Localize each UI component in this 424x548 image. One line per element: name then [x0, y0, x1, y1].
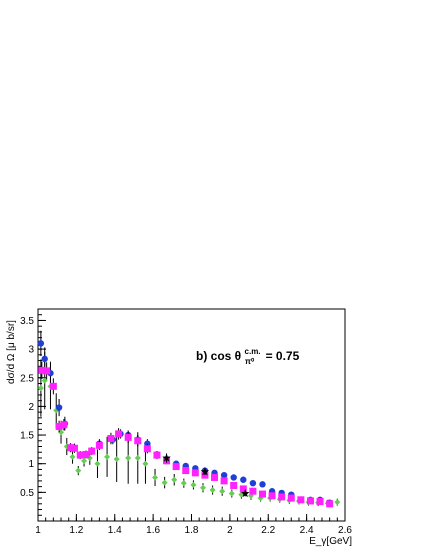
- y-tick-label: 2.5: [20, 373, 34, 384]
- data-point: [306, 497, 314, 505]
- y-tick-label: 0.5: [20, 488, 34, 499]
- data-point: [209, 487, 216, 494]
- data-point: [60, 421, 68, 429]
- data-point: [180, 480, 187, 487]
- data-point: [41, 355, 48, 363]
- data-point: [228, 490, 235, 497]
- data-point: [182, 467, 190, 475]
- data-point: [249, 479, 257, 487]
- data-point: [278, 493, 286, 501]
- data-point: [37, 340, 45, 347]
- data-point: [316, 498, 324, 506]
- data-point: [268, 492, 276, 500]
- annotation-suffix: = 0.75: [266, 349, 300, 363]
- data-point: [230, 474, 237, 481]
- series-group: [162, 453, 250, 498]
- data-point: [104, 453, 111, 460]
- data-point: [70, 444, 78, 452]
- x-tick-label: 2: [227, 525, 233, 536]
- data-point: [171, 476, 178, 483]
- axes: 1 1.2 1.4 1.6 1.8 2 2.2 2.4 2.6 0.5 1 1.5 2 2.5 3 3.5: [20, 308, 352, 536]
- data-point: [67, 444, 75, 452]
- annotation-prefix: b) cos θ: [196, 349, 241, 363]
- data-point: [95, 441, 103, 449]
- data-point: [258, 490, 266, 498]
- data-point: [49, 382, 57, 390]
- y-tick-label: 1: [28, 459, 34, 470]
- data-point: [153, 451, 161, 459]
- data-point: [76, 451, 84, 459]
- x-tick-label: 2.6: [338, 525, 352, 536]
- annotation-superscript: c.m.: [245, 347, 261, 356]
- data-point: [326, 500, 334, 508]
- x-tick-label: 1.8: [185, 525, 199, 536]
- x-tick-label: 1.6: [146, 525, 160, 536]
- data-point: [55, 404, 63, 411]
- y-tick-label: 2: [28, 402, 34, 413]
- data-point: [124, 433, 132, 441]
- data-point: [191, 469, 199, 477]
- x-tick-label: 2.2: [261, 525, 275, 536]
- annotation-subscript: π⁰: [245, 357, 255, 366]
- data-point: [161, 479, 168, 486]
- svg-text:b) cos θ c.m. π⁰: b) cos θ c.m. π⁰ = 0.75: [196, 343, 300, 367]
- data-point: [115, 430, 123, 438]
- data-point: [143, 445, 151, 453]
- data-point: [240, 489, 250, 498]
- x-tick-label: 1.2: [69, 525, 83, 536]
- y-tick-label: 3: [28, 345, 34, 356]
- data-point: [94, 460, 101, 467]
- x-tick-label: 1: [35, 525, 41, 536]
- data-point: [43, 367, 51, 375]
- data-point: [334, 499, 341, 506]
- data-point: [55, 422, 63, 430]
- data-point: [152, 474, 159, 481]
- data-point: [249, 487, 257, 495]
- data-point: [144, 440, 151, 447]
- data-point: [200, 467, 210, 476]
- x-axis-title: E_γ[GeV]: [309, 536, 352, 547]
- y-tick-label: 3.5: [20, 316, 34, 327]
- annotation: b) cos θ c.m. π⁰ = 0.75: [196, 343, 300, 367]
- plot-frame: [37, 308, 346, 522]
- data-point: [38, 366, 46, 374]
- data-point: [220, 477, 228, 485]
- data-point: [287, 494, 295, 502]
- data-point: [259, 481, 266, 488]
- data-point: [211, 473, 219, 481]
- series-group: [37, 351, 341, 507]
- data-point: [220, 471, 228, 479]
- data-point: [297, 496, 305, 504]
- data-point: [200, 484, 207, 491]
- data-point: [162, 453, 171, 462]
- data-point: [219, 488, 226, 495]
- data-point: [142, 460, 149, 467]
- data-point: [134, 437, 142, 445]
- data-point: [190, 481, 197, 488]
- data-point: [37, 385, 44, 392]
- data-point: [75, 467, 82, 474]
- data-point: [230, 481, 238, 489]
- data-point: [125, 454, 132, 461]
- series-group: [38, 361, 334, 508]
- series-layer: [37, 330, 341, 508]
- data-point: [107, 434, 115, 442]
- data-point: [172, 463, 180, 471]
- data-point: [82, 451, 90, 459]
- x-tick-label: 2.4: [300, 525, 314, 536]
- data-point: [240, 476, 247, 483]
- data-point: [88, 447, 96, 455]
- x-tick-label: 1.4: [108, 525, 122, 536]
- y-axis-title: dσ/d Ω [μ b/sr]: [6, 320, 17, 384]
- data-point: [134, 454, 141, 461]
- data-point: [239, 485, 247, 493]
- data-point: [113, 456, 120, 463]
- data-point: [81, 457, 88, 464]
- y-tick-label: 1.5: [20, 431, 34, 442]
- data-point: [69, 453, 76, 460]
